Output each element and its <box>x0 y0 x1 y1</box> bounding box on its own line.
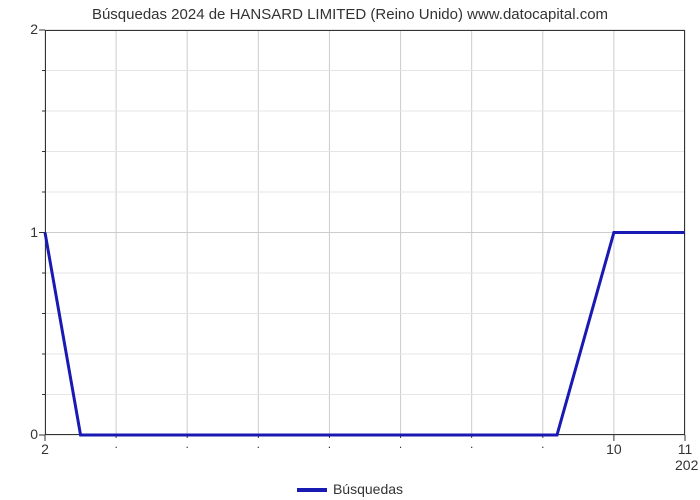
x-tick-minor: . <box>328 437 331 451</box>
legend: Búsquedas <box>0 481 700 497</box>
legend-label: Búsquedas <box>333 481 403 497</box>
plot-area <box>45 30 685 435</box>
legend-swatch <box>297 488 327 492</box>
x-tick-label: 10 <box>606 441 622 457</box>
y-tick-label: 0 <box>8 426 38 442</box>
y-tick-label: 2 <box>8 21 38 37</box>
x-tick-minor: . <box>399 437 402 451</box>
x-tick-minor: . <box>541 437 544 451</box>
chart-svg <box>45 30 685 435</box>
chart-title: Búsquedas 2024 de HANSARD LIMITED (Reino… <box>0 6 700 23</box>
x-axis-sublabel: 202 <box>675 457 698 473</box>
x-tick-minor: . <box>114 437 117 451</box>
x-tick-minor: . <box>470 437 473 451</box>
x-tick-minor: . <box>257 437 260 451</box>
y-tick-label: 1 <box>8 224 38 240</box>
chart-container: Búsquedas 2024 de HANSARD LIMITED (Reino… <box>0 0 700 500</box>
x-tick-label: 2 <box>41 441 49 457</box>
x-tick-minor: . <box>186 437 189 451</box>
x-tick-label: 11 <box>678 441 693 457</box>
